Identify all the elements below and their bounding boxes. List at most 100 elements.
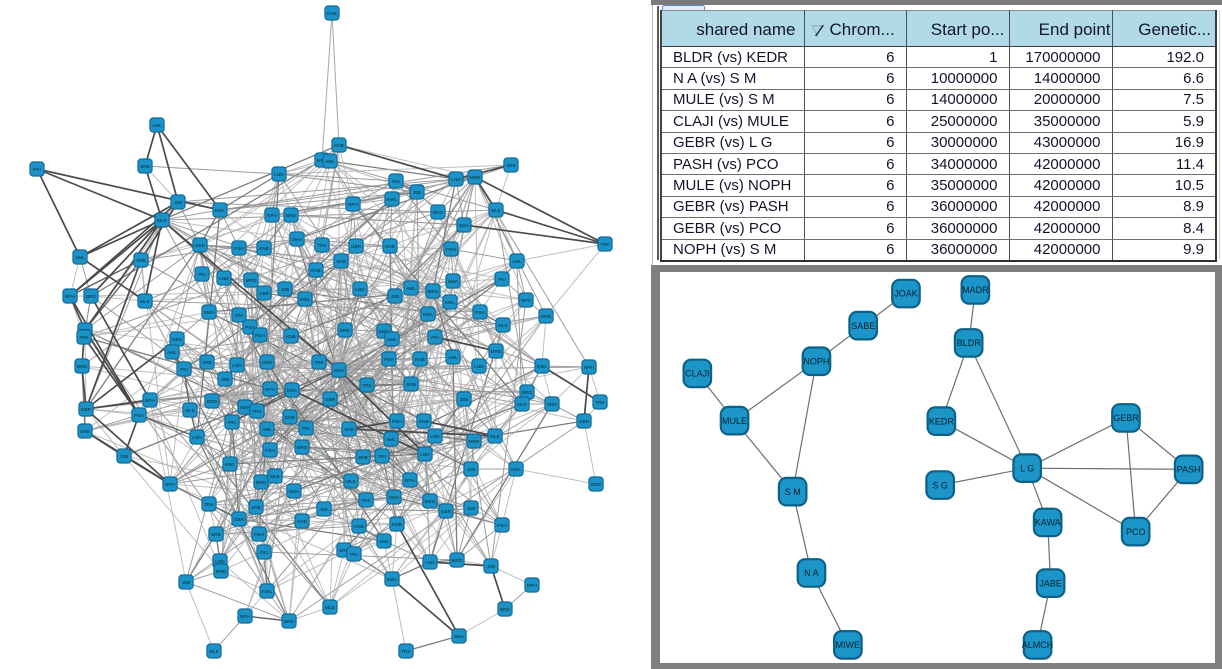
svg-text:JSB: JSB: [467, 467, 476, 472]
svg-text:SRB: SRB: [251, 505, 261, 510]
svg-text:NPH: NPH: [165, 482, 175, 487]
svg-text:MRD: MRD: [246, 278, 257, 283]
svg-text:TRK: TRK: [401, 649, 411, 654]
svg-text:KWL: KWL: [445, 300, 456, 305]
svg-text:NPH: NPH: [521, 298, 531, 303]
svg-text:PKI: PKI: [350, 552, 358, 557]
svg-text:PSH: PSH: [497, 523, 507, 528]
svg-text:MLE: MLE: [517, 402, 527, 407]
svg-text:SRB: SRB: [211, 532, 221, 537]
svg-text:KWL: KWL: [537, 364, 548, 369]
svg-text:KNB: KNB: [297, 519, 307, 524]
svg-text:GBR: GBR: [579, 419, 590, 424]
svg-text:NPH: NPH: [145, 398, 155, 403]
svg-text:PSH: PSH: [234, 246, 244, 251]
svg-text:SRB: SRB: [336, 259, 346, 264]
svg-text:KNB: KNB: [334, 143, 344, 148]
svg-text:MRD: MRD: [469, 439, 480, 444]
svg-text:KNB: KNB: [419, 419, 429, 424]
svg-text:KWL: KWL: [423, 312, 434, 317]
svg-text:BRD: BRD: [500, 607, 511, 612]
svg-text:LND: LND: [420, 452, 430, 457]
svg-text:SRB: SRB: [339, 548, 349, 553]
svg-text:JSB: JSB: [487, 564, 496, 569]
svg-text:PSH: PSH: [254, 532, 264, 537]
svg-text:MRD: MRD: [470, 175, 481, 180]
svg-text:LND: LND: [215, 559, 225, 564]
svg-text:MLE: MLE: [157, 218, 167, 223]
svg-text:MRD: MRD: [491, 349, 502, 354]
svg-text:PSH: PSH: [384, 357, 394, 362]
svg-text:AML: AML: [448, 355, 458, 360]
svg-text:TRK: TRK: [600, 242, 610, 247]
svg-text:SRB: SRB: [136, 258, 146, 263]
svg-text:GBR: GBR: [195, 243, 206, 248]
svg-text:PSH: PSH: [255, 333, 265, 338]
svg-text:PKI: PKI: [431, 335, 439, 340]
svg-text:TRK: TRK: [314, 360, 324, 365]
svg-text:KEDR: KEDR: [929, 416, 955, 426]
svg-text:JSB: JSB: [182, 580, 191, 585]
svg-text:LND: LND: [192, 435, 202, 440]
svg-text:MRD: MRD: [425, 499, 436, 504]
svg-text:JOAK: JOAK: [894, 289, 918, 299]
svg-text:SMA: SMA: [289, 489, 300, 494]
svg-text:PKI: PKI: [198, 272, 206, 277]
svg-text:AML: AML: [167, 350, 177, 355]
svg-text:S G: S G: [932, 480, 948, 490]
svg-text:TRK: TRK: [361, 498, 371, 503]
svg-text:KNB: KNB: [354, 524, 364, 529]
svg-text:NPH: NPH: [584, 365, 594, 370]
svg-text:MLE: MLE: [270, 474, 280, 479]
svg-text:GBR: GBR: [234, 517, 245, 522]
svg-text:BRD: BRD: [86, 294, 97, 299]
svg-text:BRD: BRD: [207, 399, 218, 404]
svg-text:KWL: KWL: [262, 589, 273, 594]
svg-text:KNB: KNB: [385, 244, 395, 249]
svg-text:PKI: PKI: [33, 167, 41, 172]
svg-text:SMA: SMA: [389, 495, 400, 500]
svg-text:KWL: KWL: [387, 197, 398, 202]
svg-text:JSB: JSB: [467, 506, 476, 511]
svg-text:SMA: SMA: [292, 237, 303, 242]
svg-text:SMA: SMA: [459, 223, 470, 228]
svg-text:SMA: SMA: [240, 405, 251, 410]
svg-text:MLE: MLE: [325, 605, 335, 610]
svg-text:S M: S M: [785, 487, 801, 497]
svg-text:MLE: MLE: [498, 323, 508, 328]
svg-text:NPH: NPH: [240, 614, 250, 619]
svg-text:TRK: TRK: [317, 243, 327, 248]
svg-text:AML: AML: [325, 159, 335, 164]
svg-text:PKI: PKI: [498, 277, 506, 282]
svg-text:BRD: BRD: [433, 210, 444, 215]
svg-text:MRD: MRD: [452, 558, 463, 563]
svg-text:KNB: KNB: [415, 357, 425, 362]
svg-text:AML: AML: [406, 286, 416, 291]
svg-text:CLAJI: CLAJI: [685, 369, 710, 379]
svg-text:SMA: SMA: [334, 368, 345, 373]
svg-text:KNB: KNB: [286, 334, 296, 339]
svg-text:BRD: BRD: [541, 314, 552, 319]
svg-text:AML: AML: [75, 255, 85, 260]
svg-text:BLDR: BLDR: [957, 338, 982, 348]
svg-text:PCO: PCO: [1126, 527, 1146, 537]
svg-text:NPH: NPH: [348, 202, 358, 207]
svg-text:PSH: PSH: [446, 247, 456, 252]
svg-text:SRB: SRB: [506, 163, 516, 168]
svg-text:KNB: KNB: [311, 268, 321, 273]
svg-text:KWL: KWL: [287, 388, 298, 393]
svg-text:KNB: KNB: [259, 246, 269, 251]
svg-text:SRB: SRB: [344, 427, 354, 432]
svg-text:AML: AML: [379, 539, 389, 544]
svg-text:PKI: PKI: [228, 420, 236, 425]
svg-text:JSB: JSB: [281, 287, 290, 292]
svg-text:NPH: NPH: [65, 294, 75, 299]
svg-text:TRK: TRK: [79, 335, 89, 340]
svg-text:KNB: KNB: [285, 415, 295, 420]
svg-text:TRK: TRK: [234, 313, 244, 318]
svg-text:PKI: PKI: [180, 367, 188, 372]
svg-text:KWL: KWL: [225, 462, 236, 467]
svg-text:SRB: SRB: [80, 429, 90, 434]
svg-text:KWL: KWL: [215, 208, 226, 213]
svg-text:PKI: PKI: [378, 454, 386, 459]
